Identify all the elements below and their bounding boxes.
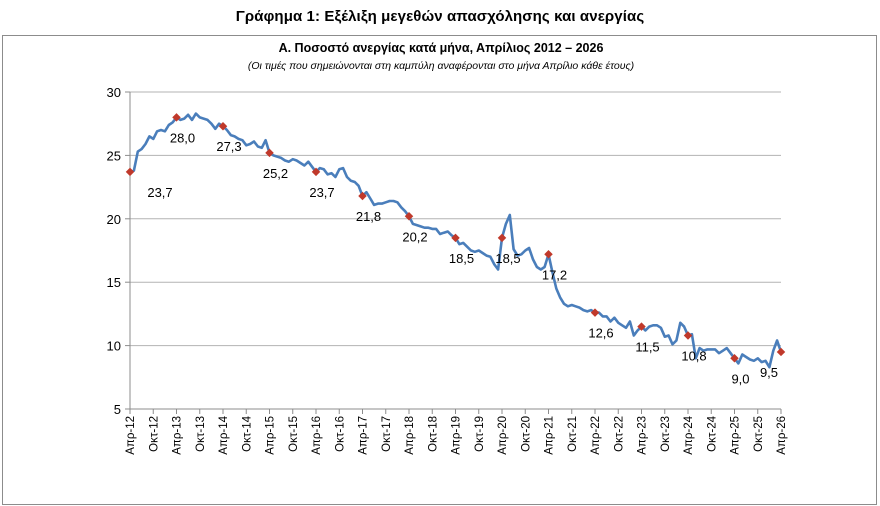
april-marker [404, 212, 414, 221]
x-tick-label: Απρ-20 [497, 416, 509, 455]
y-tick-label: 30 [107, 85, 121, 100]
data-label: 18,5 [495, 251, 520, 266]
april-marker [125, 167, 135, 177]
x-tick-label: Απρ-16 [311, 416, 323, 455]
data-label: 9,0 [731, 371, 749, 386]
data-label: 21,8 [356, 209, 381, 224]
data-label: 17,2 [542, 267, 567, 282]
y-tick-label: 5 [114, 402, 121, 417]
x-tick-label: Απρ-13 [172, 416, 184, 455]
y-tick-label: 20 [107, 212, 121, 227]
data-label: 27,3 [216, 139, 241, 154]
data-label: 20,2 [402, 229, 427, 244]
x-tick-label: Οκτ-14 [241, 415, 253, 451]
april-marker [311, 167, 321, 177]
data-label: 10,8 [681, 348, 706, 363]
figure-title: Γράφημα 1: Εξέλιξη μεγεθών απασχόλησης κ… [235, 8, 645, 25]
x-tick-label: Απρ-17 [358, 416, 370, 455]
april-marker [730, 354, 739, 363]
x-tick-label: Οκτ-22 [613, 416, 625, 452]
x-tick-label: Απρ-12 [125, 416, 137, 455]
chart-title: Α. Ποσοστό ανεργίας κατά μήνα, Απρίλιος … [279, 41, 604, 55]
chart-subtitle: (Οι τιμές που σημειώνονται στη καμπύλη α… [248, 60, 634, 72]
april-marker [637, 322, 646, 331]
april-marker [218, 121, 228, 131]
x-tick-label: Οκτ-18 [427, 416, 439, 452]
april-marker [451, 233, 460, 243]
april-markers [125, 113, 786, 363]
data-label: 9,5 [760, 365, 778, 380]
data-label: 12,6 [588, 326, 613, 341]
chart-frame: Α. Ποσοστό ανεργίας κατά μήνα, Απρίλιος … [2, 35, 877, 505]
x-tick-label: Οκτ-12 [148, 416, 160, 452]
april-marker [776, 347, 786, 357]
data-label: 28,0 [170, 130, 195, 145]
data-label: 25,2 [263, 166, 288, 181]
x-tick-label: Οκτ-15 [288, 416, 300, 452]
y-axis: 5 10 15 20 25 30 [107, 85, 131, 417]
april-marker [358, 191, 367, 201]
x-tick-label: Απρ-25 [730, 416, 742, 455]
x-tick-label: Απρ-24 [683, 415, 695, 454]
april-marker [683, 331, 693, 340]
x-tick-label: Απρ-23 [637, 416, 649, 455]
april-marker [265, 148, 274, 158]
x-tick-label: Απρ-22 [590, 416, 602, 455]
x-tick-label: Απρ-19 [451, 416, 463, 455]
x-tick-label: Απρ-14 [218, 415, 230, 454]
data-label: 11,5 [635, 340, 659, 355]
y-tick-label: 25 [107, 148, 121, 163]
x-tick-label: Οκτ-13 [195, 416, 207, 452]
april-marker [590, 308, 600, 317]
unemployment-line-chart: Α. Ποσοστό ανεργίας κατά μήνα, Απρίλιος … [107, 41, 788, 455]
x-tick-label: Οκτ-17 [381, 416, 393, 452]
x-tick-label: Οκτ-19 [474, 416, 486, 452]
x-tick-label: Απρ-26 [776, 416, 788, 455]
x-tick-label: Οκτ-20 [520, 416, 532, 452]
x-tick-label: Απρ-18 [404, 416, 416, 455]
gridlines [130, 91, 781, 410]
april-marker [544, 250, 553, 259]
data-labels: 23,7 28,0 27,3 25,2 23,7 21,8 20,2 18,5 18,5 17,2… [147, 130, 778, 386]
x-tick-label: Οκτ-23 [660, 416, 672, 452]
x-tick-label: Οκτ-16 [334, 416, 346, 452]
y-tick-label: 15 [107, 275, 121, 290]
x-tick-label: Οκτ-21 [567, 416, 579, 452]
data-label: 18,5 [449, 251, 474, 266]
data-label: 23,7 [147, 185, 172, 200]
data-label: 23,7 [309, 185, 334, 200]
x-tick-label: Απρ-21 [544, 416, 556, 455]
y-tick-label: 10 [107, 339, 121, 354]
x-tick-label: Οκτ-24 [706, 415, 718, 451]
x-axis: Απρ-12 Οκτ-12 Απρ-13 Οκτ-13 Απρ-14 Οκτ-14 Απρ-… [125, 409, 788, 455]
x-tick-label: Απρ-15 [265, 416, 277, 455]
x-tick-label: Οκτ-25 [753, 416, 765, 452]
april-marker [497, 233, 507, 243]
april-marker [172, 113, 181, 122]
